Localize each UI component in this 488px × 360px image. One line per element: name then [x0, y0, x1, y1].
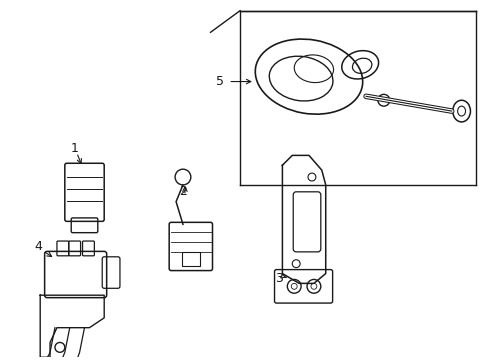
Text: 2: 2 — [179, 185, 186, 198]
Text: 4: 4 — [34, 240, 42, 253]
Bar — [182, 252, 199, 266]
Text: 1: 1 — [71, 142, 79, 155]
Text: 5: 5 — [216, 75, 224, 88]
Text: 3: 3 — [275, 272, 283, 285]
